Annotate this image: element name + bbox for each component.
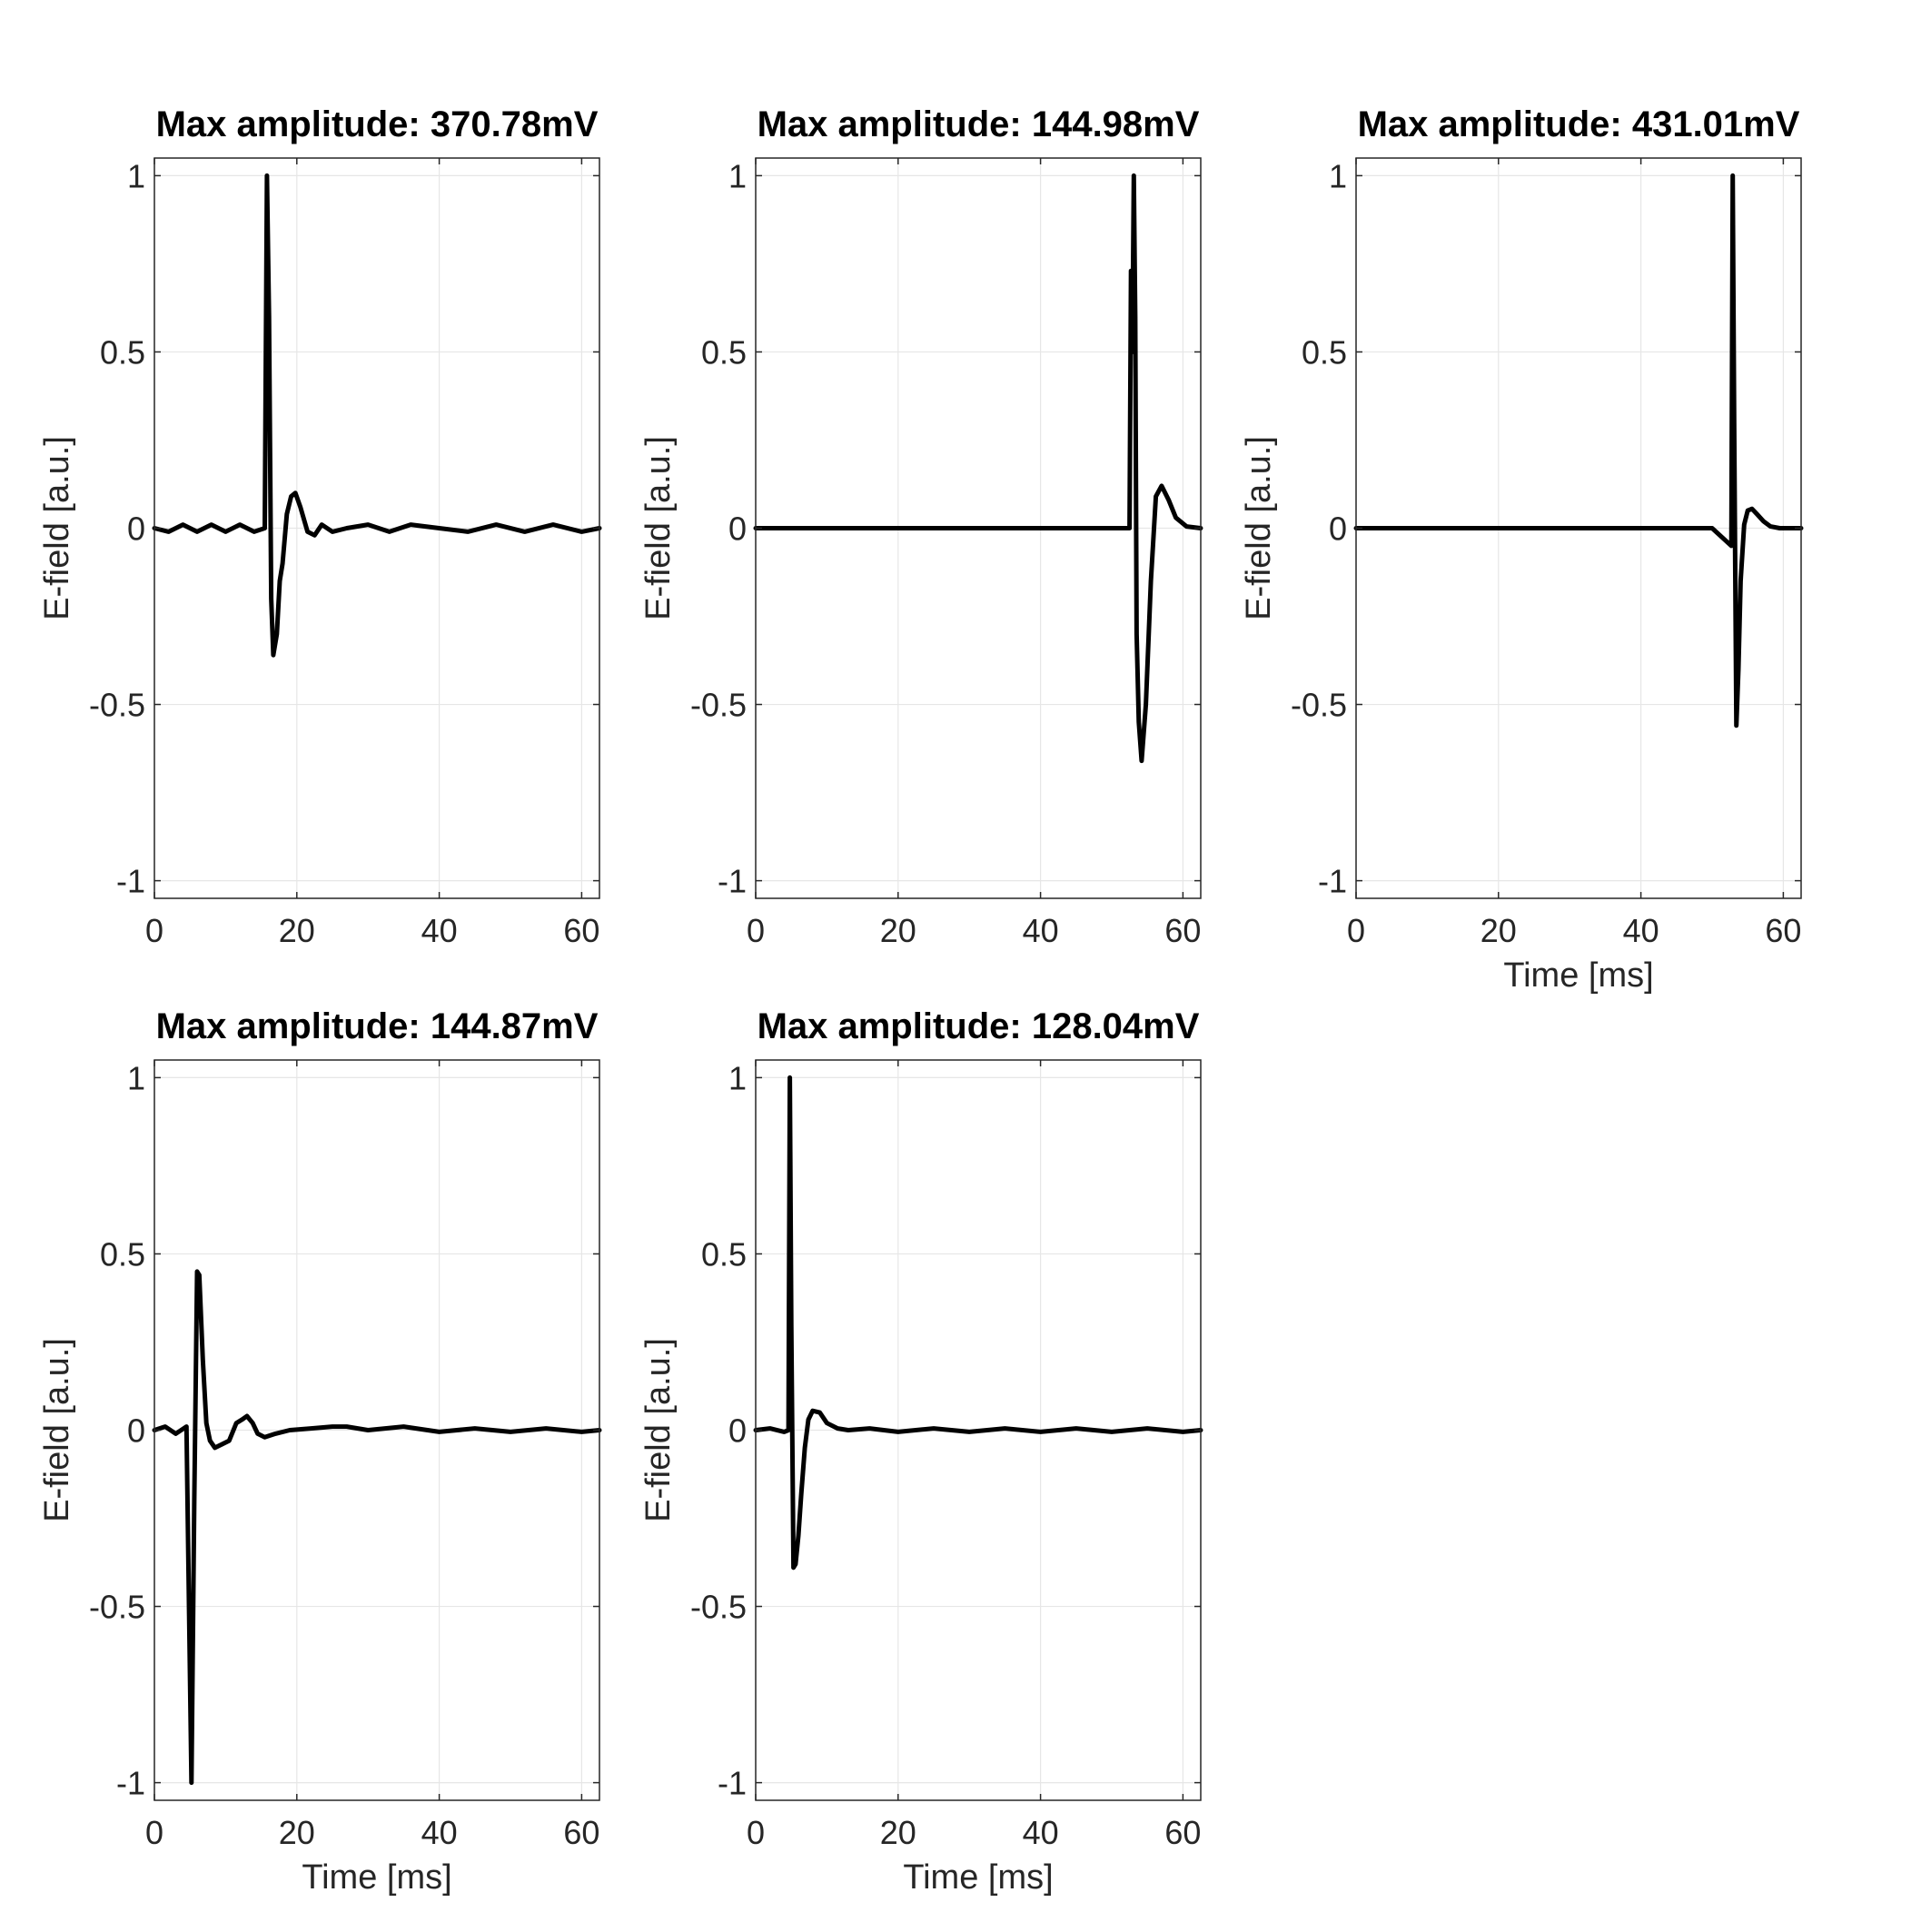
subplot-4: 0 20 40 60 1 0.5 0 -0.5 -1 Max amplitude: 144.87m… [38,1006,602,1897]
subplot-5: 0 20 40 60 1 0.5 0 -0.5 -1 Max amplitude: 128.04m… [639,1006,1203,1897]
x-tick-label: 20 [279,912,315,949]
y-tick-label: 0.5 [1302,333,1347,371]
x-tick-label: 20 [880,912,916,949]
x-tick-label: 0 [747,1814,765,1851]
y-tick-label: -0.5 [690,687,747,724]
y-tick-label: 1 [1329,157,1347,194]
y-tick-label: 0.5 [701,333,747,371]
y-tick-label: -1 [116,1765,145,1802]
x-tick-label: 40 [421,1814,458,1851]
x-tick-label: 0 [145,912,163,949]
subplot-3: 0 20 40 60 1 0.5 0 -0.5 -1 Max amplitude: 431.01m… [1240,104,1804,995]
y-tick-label: 0 [728,510,747,548]
x-tick-label: 60 [1765,912,1801,949]
y-tick-label: -0.5 [89,687,145,724]
y-tick-label: -1 [116,863,145,900]
x-tick-label: 20 [279,1814,315,1851]
x-axis-label: Time [ms] [1503,956,1653,995]
x-tick-label: 60 [563,1814,599,1851]
series-line [152,1269,602,1786]
series-line [753,173,1203,764]
y-axis-label: E-field [a.u.] [639,436,678,620]
subplot-title: Max amplitude: 144.87mV [156,1006,599,1046]
y-tick-label: 0.5 [100,1235,145,1273]
x-tick-label: 0 [1347,912,1365,949]
x-tick-label: 40 [1023,912,1059,949]
series-line [1353,173,1804,728]
x-tick-label: 60 [1164,912,1201,949]
y-tick-label: 1 [728,157,747,194]
y-tick-label: 0.5 [701,1235,747,1273]
y-tick-label: -0.5 [690,1589,747,1626]
y-tick-label: 1 [728,1059,747,1096]
y-tick-label: 0 [127,1412,145,1450]
subplot-2: 0 20 40 60 1 0.5 0 -0.5 -1 Max amplitude: 144.98m… [639,104,1203,949]
subplot-title: Max amplitude: 144.98mV [758,104,1200,144]
y-tick-label: -0.5 [1291,687,1347,724]
y-tick-label: 0 [1329,510,1347,548]
y-tick-label: -1 [718,1765,747,1802]
y-tick-label: 0 [127,510,145,548]
x-axis-label: Time [ms] [302,1858,451,1897]
y-tick-label: -1 [1318,863,1347,900]
x-tick-label: 20 [1480,912,1517,949]
y-tick-label: 1 [127,1059,145,1096]
y-tick-label: -1 [718,863,747,900]
subplot-title: Max amplitude: 370.78mV [156,104,599,144]
subplot-title: Max amplitude: 431.01mV [1358,104,1800,144]
x-tick-label: 40 [421,912,458,949]
x-tick-label: 20 [880,1814,916,1851]
y-axis-label: E-field [a.u.] [38,436,76,620]
x-tick-label: 60 [1164,1814,1201,1851]
series-line [152,173,602,658]
y-tick-label: -0.5 [89,1589,145,1626]
y-tick-label: 1 [127,157,145,194]
x-axis-label: Time [ms] [903,1858,1053,1897]
x-tick-label: 40 [1623,912,1659,949]
y-tick-label: 0.5 [100,333,145,371]
subplot-1: 0 20 40 60 1 0.5 0 -0.5 -1 Max amplitude: 370.78m… [38,104,602,949]
y-axis-label: E-field [a.u.] [639,1338,678,1522]
x-tick-label: 60 [563,912,599,949]
x-tick-label: 0 [145,1814,163,1851]
y-axis-label: E-field [a.u.] [1240,436,1278,620]
y-axis-label: E-field [a.u.] [38,1338,76,1522]
y-tick-label: 0 [728,1412,747,1450]
x-tick-label: 0 [747,912,765,949]
x-tick-label: 40 [1023,1814,1059,1851]
subplot-title: Max amplitude: 128.04mV [758,1006,1200,1046]
series-line [753,1075,1203,1570]
